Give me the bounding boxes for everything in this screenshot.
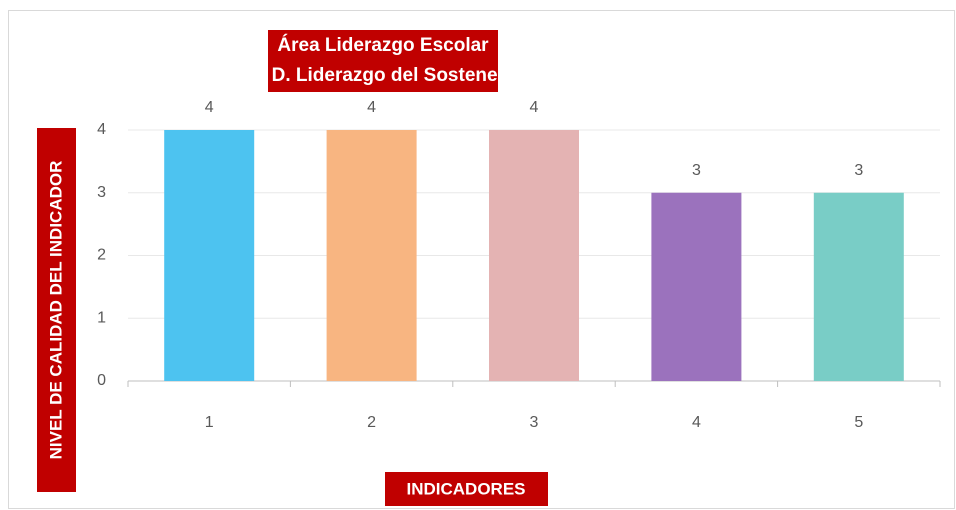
y-axis-label: NIVEL DE CALIDAD DEL INDICADOR bbox=[46, 161, 65, 460]
bar bbox=[489, 130, 579, 381]
y-label-box bbox=[37, 128, 76, 492]
bar bbox=[326, 130, 417, 381]
x-tick-label: 2 bbox=[367, 414, 376, 431]
data-label: 4 bbox=[367, 99, 376, 116]
data-label: 3 bbox=[692, 162, 701, 179]
x-axis-label: INDICADORES bbox=[406, 479, 525, 498]
bar bbox=[164, 130, 255, 381]
chart-title: Área Liderazgo Escolar bbox=[277, 34, 489, 56]
title-box bbox=[268, 30, 498, 92]
x-tick-label: 4 bbox=[692, 414, 701, 431]
bar bbox=[813, 192, 904, 381]
y-tick-label: 3 bbox=[97, 184, 106, 201]
y-tick-label: 2 bbox=[97, 247, 106, 264]
y-tick-label: 0 bbox=[97, 372, 106, 389]
y-tick-label: 1 bbox=[97, 309, 106, 326]
y-tick-label: 4 bbox=[97, 121, 106, 138]
data-label: 4 bbox=[530, 99, 539, 116]
x-tick-label: 1 bbox=[205, 414, 214, 431]
data-label: 3 bbox=[854, 162, 863, 179]
bar bbox=[651, 192, 742, 381]
x-tick-label: 5 bbox=[854, 414, 863, 431]
chart-title: 1ra D. Liderazgo del Sostenedor bbox=[238, 65, 529, 86]
x-label-box bbox=[385, 472, 548, 506]
x-tick-label: 3 bbox=[530, 414, 539, 431]
data-label: 4 bbox=[205, 99, 214, 116]
